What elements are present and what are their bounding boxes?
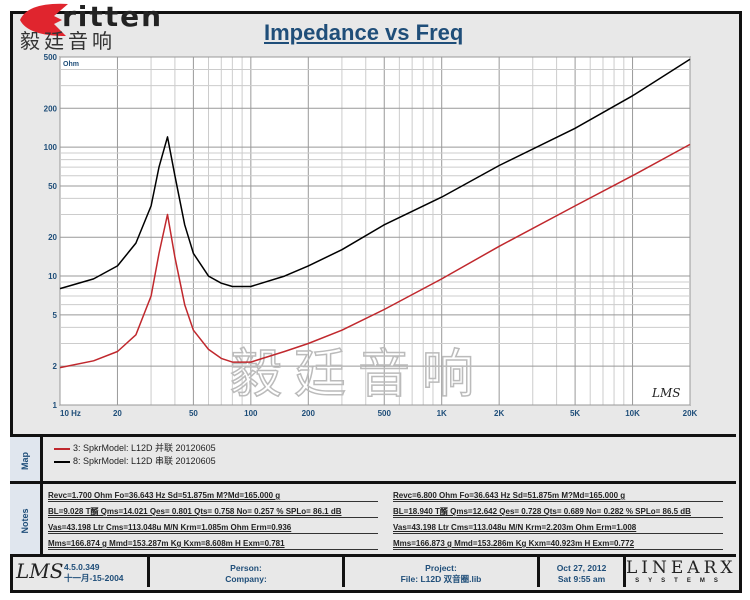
y-tick-label: 200 (44, 104, 58, 113)
x-tick-label: 5K (570, 409, 580, 418)
watermark: 毅廷音响 (230, 345, 486, 405)
y-tick-label: 5 (53, 311, 58, 320)
y-tick-label: 50 (48, 182, 57, 191)
note-line: Mms=166.873 g Mmd=153.286m Kg Kxm=40.923… (393, 538, 723, 550)
x-tick-label: 20 (113, 409, 122, 418)
y-tick-label: 20 (48, 233, 57, 242)
logo-swoosh-icon (20, 3, 68, 37)
y-axis-label: Ohm (63, 61, 79, 68)
note-line: Mms=166.874 g Mmd=153.287m Kg Kxm=8.608m… (48, 538, 378, 550)
legend-item: 3: SpkrModel: L12D 并联 20120605 (54, 443, 216, 454)
note-line: BL=9.028 T醑 Qms=14.021 Qes= 0.801 Qts= 0… (48, 506, 378, 518)
x-tick-label: 2K (494, 409, 504, 418)
y-tick-label: 2 (53, 362, 58, 371)
series-line-0 (59, 58, 691, 290)
y-tick-label: 10 (48, 272, 57, 281)
footer: LMS 4.5.0.349 十一月-15-2004 Person: Company:… (10, 554, 736, 587)
legend-item: 8: SpkrModel: L12D 串联 20120605 (54, 456, 216, 467)
footer-datetime: Oct 27, 2012 Sat 9:55 am (540, 557, 626, 587)
map-label: Map (10, 437, 43, 484)
lms-annotation: LMS (651, 386, 680, 400)
chart-title: Impedance vs Freq (264, 20, 464, 45)
x-tick-label: 10 Hz (60, 409, 81, 418)
x-tick-label: 10K (625, 409, 640, 418)
notes-label: Notes (10, 484, 43, 557)
note-line: BL=18.940 T醑 Qms=12.642 Qes= 0.728 Qts= … (393, 506, 723, 518)
x-tick-label: 100 (244, 409, 258, 418)
footer-version: LMS 4.5.0.349 十一月-15-2004 (10, 557, 150, 587)
map-section: Map 3: SpkrModel: L12D 并联 20120605 8: Sp… (10, 434, 736, 484)
x-tick-label: 500 (378, 409, 392, 418)
notes-section: Notes Revc=1.700 Ohm Fo=36.643 Hz Sd=51.… (10, 481, 736, 557)
footer-project: Project: File: L12D 双音圈.lib (345, 557, 540, 587)
linearx-logo: LINEARX SYSTEMS (626, 558, 737, 585)
y-tick-label: 500 (44, 53, 58, 62)
logo: ritten 毅廷音响 (12, 0, 212, 53)
x-tick-label: 200 (302, 409, 316, 418)
note-line: Revc=1.700 Ohm Fo=36.643 Hz Sd=51.875m M… (48, 490, 378, 502)
y-tick-label: 100 (44, 143, 58, 152)
series-line-1 (59, 143, 691, 369)
footer-person: Person: Company: (150, 557, 345, 587)
note-line: Vas=43.198 Ltr Cms=113.048u M/N Krm=2.20… (393, 522, 723, 534)
note-line: Vas=43.198 Ltr Cms=113.048u M/N Krm=1.08… (48, 522, 378, 534)
y-tick-label: 1 (53, 401, 58, 410)
x-tick-label: 50 (189, 409, 198, 418)
x-tick-label: 20K (683, 409, 698, 418)
note-line: Revc=6.800 Ohm Fo=36.643 Hz Sd=51.875m M… (393, 490, 723, 502)
x-tick-label: 1K (437, 409, 447, 418)
impedance-chart: 10 Hz 20 50 100 200 500 1K 2K 5K 10K 20K 500 200 100 5… (44, 53, 698, 418)
logo-text: ritten (62, 0, 164, 33)
logo-chinese: 毅廷音响 (20, 29, 116, 53)
